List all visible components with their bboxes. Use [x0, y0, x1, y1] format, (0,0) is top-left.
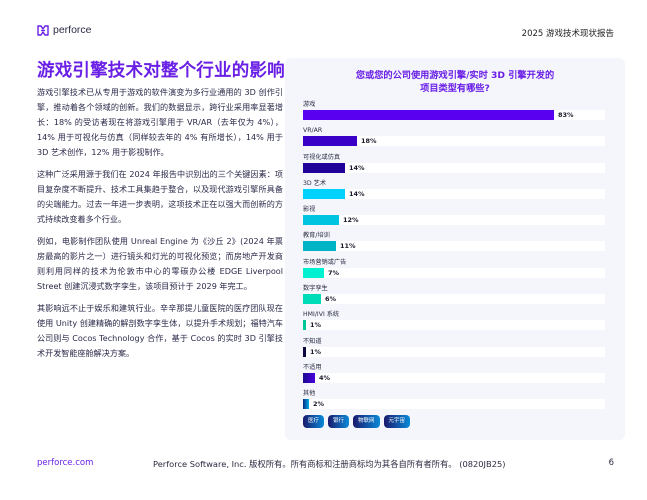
- bar-row: 教育/培训 11%: [303, 231, 605, 257]
- legend-chip: 物联网: [353, 415, 380, 428]
- bar: [303, 267, 324, 278]
- bar: [303, 241, 336, 252]
- chart-title-line: 项目类型有哪些?: [420, 83, 490, 94]
- page-title: 游戏引擎技术对整个行业的影响: [37, 61, 285, 81]
- bar-value: 14%: [349, 163, 365, 172]
- bar-value: 1%: [310, 347, 322, 356]
- bar-row: HMI/IVI 系统 1%: [303, 310, 605, 336]
- bar-label: 市场营销或广告: [303, 258, 347, 266]
- bar-value: 83%: [558, 111, 574, 119]
- chart-legend: 医疗 银行 物联网 元宇宙: [303, 415, 411, 428]
- bar-value: 1%: [310, 321, 322, 330]
- body-text: 游戏引擎技术已从专用于游戏的软件演变为多行业通用的 3D 创作引擎，推动着各个领…: [37, 85, 283, 368]
- paragraph: 例如，电影制作团队使用 Unreal Engine 为《沙丘 2》(2024 年…: [37, 236, 283, 291]
- legend-chip: 银行: [328, 415, 350, 428]
- bar-track: 7%: [303, 267, 605, 278]
- bar: [303, 188, 345, 199]
- bar-track: 1%: [303, 320, 605, 331]
- bar: [303, 162, 345, 173]
- bar: [303, 399, 309, 410]
- page-header: perforce 2025 游戏技术现状报告: [0, 0, 647, 50]
- bar: [303, 294, 321, 305]
- logo-text: perforce: [53, 24, 92, 36]
- bar-label: 游戏: [303, 101, 316, 108]
- bar-track: 6%: [303, 294, 605, 305]
- footer-copyright: Perforce Software, Inc. 版权所有。所有商标和注册商标均为…: [153, 459, 506, 469]
- bar-rows: 游戏 83% VR/AR 18% 可视化或仿真 14% 3D 艺术 14% 影视 12% 教育/培训…: [303, 100, 605, 416]
- bar-row: 3D 艺术 14%: [303, 179, 605, 205]
- bar-value: 12%: [343, 216, 359, 225]
- bar-row: 市场营销或广告 7%: [303, 258, 605, 284]
- bar: [303, 215, 339, 226]
- bar-label: 数字孪生: [303, 285, 328, 293]
- bar-row: 其他 2%: [303, 389, 605, 415]
- bar-row: VR/AR 18%: [303, 126, 605, 152]
- bar-label: VR/AR: [303, 127, 323, 135]
- perforce-logo[interactable]: perforce: [37, 24, 92, 36]
- bar-label: 教育/培训: [303, 232, 330, 240]
- paragraph: 这种广泛采用源于我们在 2024 年报告中识别出的三个关键因素：项目复杂度不断提…: [37, 169, 283, 224]
- bar-label: 3D 艺术: [303, 179, 327, 187]
- bar-label: 可视化或仿真: [303, 153, 341, 161]
- bar-track: 4%: [303, 372, 605, 383]
- bar-track: 83%: [303, 110, 605, 120]
- perforce-logo-icon: [37, 24, 49, 36]
- bar-track: 14%: [303, 162, 605, 173]
- bar-track: 11%: [303, 241, 605, 252]
- bar-label: 影视: [303, 206, 316, 214]
- bar-track: 12%: [303, 215, 605, 226]
- bar: [303, 136, 357, 147]
- legend-chip: 元宇宙: [383, 415, 411, 428]
- bar-value: 4%: [319, 373, 331, 382]
- bar-track: 1%: [303, 346, 605, 357]
- page-footer: perforce.com Perforce Software, Inc. 版权所…: [0, 458, 647, 474]
- bar-track: 18%: [303, 136, 605, 147]
- bar-row: 不知道 1%: [303, 337, 605, 363]
- bar-label: 不适用: [303, 363, 322, 371]
- bar-row: 可视化或仿真 14%: [303, 153, 605, 179]
- bar-value: 11%: [340, 242, 356, 251]
- bar-label: 其他: [303, 390, 316, 398]
- bar-track: 14%: [303, 188, 605, 199]
- bar-row: 影视 12%: [303, 205, 605, 231]
- legend-chip: 医疗: [303, 415, 325, 428]
- bar-row: 游戏 83%: [303, 100, 605, 126]
- chart-title: 您或您的公司使用游戏引擎/实时 3D 引擎开发的 项目类型有哪些?: [285, 69, 625, 95]
- paragraph: 其影响远不止于娱乐和建筑行业。辛辛那提儿童医院的医疗团队现在使用 Unity 创…: [37, 303, 283, 358]
- chart-panel: 您或您的公司使用游戏引擎/实时 3D 引擎开发的 项目类型有哪些? 游戏 83% V…: [285, 58, 625, 440]
- bar-row: 数字孪生 6%: [303, 284, 605, 310]
- chart-title-line: 您或您的公司使用游戏引擎/实时 3D 引擎开发的: [355, 70, 555, 81]
- page-number: 6: [608, 458, 614, 468]
- bar-value: 14%: [349, 189, 365, 198]
- bar-value: 2%: [313, 400, 325, 409]
- bar: [303, 346, 306, 357]
- bar-value: 7%: [328, 268, 340, 277]
- bar-row: 不适用 4%: [303, 363, 605, 389]
- bar-value: 18%: [361, 137, 377, 146]
- bar-value: 6%: [325, 295, 337, 304]
- bar-track: 2%: [303, 399, 605, 410]
- report-title: 2025 游戏技术现状报告: [521, 29, 614, 39]
- paragraph: 游戏引擎技术已从专用于游戏的软件演变为多行业通用的 3D 创作引擎，推动着各个领…: [37, 87, 283, 157]
- bar: [303, 110, 554, 120]
- bar-label: HMI/IVI 系统: [303, 311, 340, 319]
- bar-label: 不知道: [303, 337, 322, 345]
- bar: [303, 320, 306, 331]
- bar: [303, 372, 315, 383]
- footer-link[interactable]: perforce.com: [37, 458, 94, 468]
